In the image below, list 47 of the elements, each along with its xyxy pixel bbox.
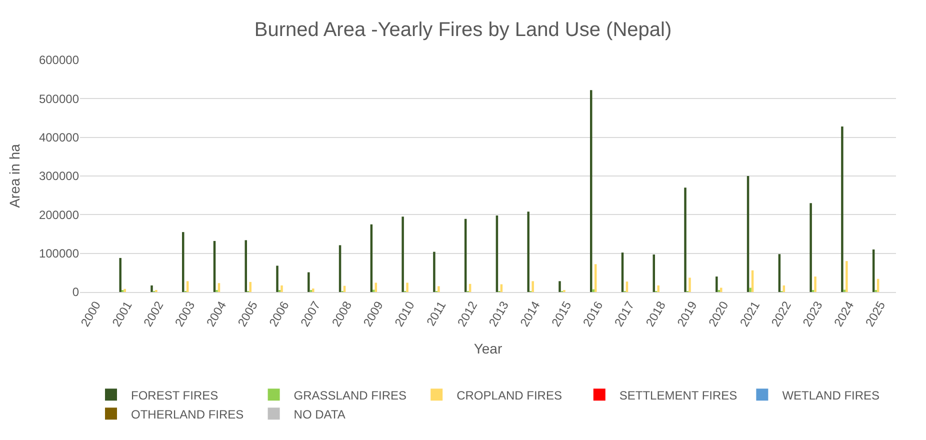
legend-label: CROPLAND FIRES — [456, 388, 562, 402]
bar — [218, 283, 220, 292]
bar — [150, 285, 153, 292]
bar — [433, 252, 436, 292]
bar — [374, 282, 378, 292]
bar — [814, 276, 816, 292]
legend-label: SETTLEMENT FIRES — [619, 388, 738, 402]
bar — [406, 282, 408, 292]
y-tick-label: 0 — [72, 285, 80, 300]
chart-title: Burned Area -Yearly Fires by Land Use (Nepal) — [254, 19, 672, 41]
bar — [124, 288, 126, 292]
bar — [532, 281, 534, 292]
legend-label: OTHERLAND FIRES — [131, 407, 244, 422]
bar — [276, 266, 278, 292]
y-axis-title: Area in ha — [6, 144, 23, 208]
bar — [438, 286, 440, 292]
bar — [119, 258, 122, 292]
bar — [186, 281, 189, 292]
bar — [684, 188, 686, 292]
bar — [688, 278, 691, 292]
bar — [846, 261, 848, 292]
bar — [778, 254, 781, 292]
y-tick-label: 600000 — [38, 53, 80, 68]
y-tick-label: 200000 — [38, 208, 80, 222]
legend-label: NO DATA — [294, 407, 346, 422]
y-tick-label: 500000 — [38, 92, 80, 106]
legend-label: WETLAND FIRES — [782, 388, 880, 402]
legend-label: FOREST FIRES — [131, 388, 218, 402]
legend-label: GRASSLAND FIRES — [294, 388, 406, 402]
y-tick-label: 400000 — [38, 130, 80, 145]
bar — [338, 245, 342, 292]
bar — [841, 126, 844, 292]
bar — [592, 289, 594, 292]
bar — [749, 288, 752, 292]
y-tick-label: 100000 — [38, 246, 80, 261]
y-tick-label: 300000 — [38, 169, 80, 184]
bar — [308, 272, 310, 292]
bar — [312, 288, 314, 292]
bar — [244, 240, 248, 292]
bar — [402, 216, 404, 292]
bar — [558, 281, 561, 292]
bar — [280, 285, 283, 292]
bar — [720, 288, 722, 292]
bar — [810, 203, 812, 292]
bar — [716, 276, 718, 292]
bar — [527, 212, 530, 292]
x-axis-title: Year — [474, 340, 502, 356]
